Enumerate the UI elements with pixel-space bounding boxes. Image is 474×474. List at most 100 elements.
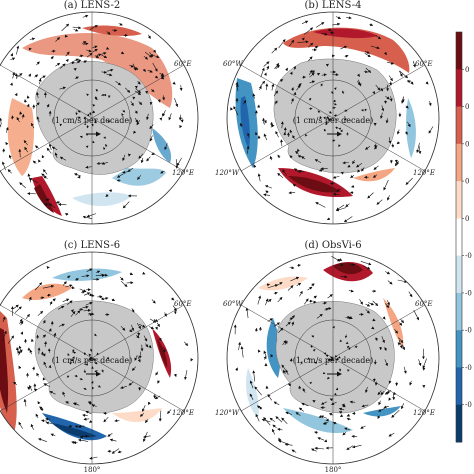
trend-vector xyxy=(133,130,137,134)
trend-vector xyxy=(45,421,53,425)
trend-vector xyxy=(312,399,316,403)
trend-vector xyxy=(347,164,351,168)
trend-vector xyxy=(354,345,358,348)
trend-vector xyxy=(42,377,46,381)
trend-vector xyxy=(138,101,143,106)
trend-vector xyxy=(351,434,358,438)
trend-vector xyxy=(335,16,342,19)
trend-vector xyxy=(332,192,340,196)
colorbar-tick-label: 0 xyxy=(465,103,469,111)
trend-vector xyxy=(42,319,46,324)
trend-vector xyxy=(281,364,286,370)
trend-vector xyxy=(79,135,83,139)
trend-vector xyxy=(344,54,349,58)
label-60w: 60°W xyxy=(223,60,243,68)
trend-vector xyxy=(367,192,374,199)
trend-vector xyxy=(143,435,151,439)
trend-vector xyxy=(373,165,379,170)
trend-vector xyxy=(135,88,141,93)
velocity-trend-vectors xyxy=(2,266,194,460)
velocity-trend-vectors xyxy=(233,255,427,453)
trend-vector xyxy=(338,407,345,411)
trend-vector xyxy=(383,405,389,409)
trend-vector xyxy=(38,438,48,442)
trend-vector xyxy=(65,401,70,405)
trend-vector xyxy=(36,61,40,66)
trend-vector xyxy=(143,431,148,442)
trend-vector xyxy=(271,428,275,435)
trend-vector xyxy=(148,345,152,349)
trend-vector xyxy=(365,309,370,314)
trend-vector xyxy=(53,332,57,338)
trend-vector xyxy=(301,37,305,41)
trend-vector xyxy=(92,110,95,113)
trend-vector xyxy=(69,362,72,365)
trend-vector xyxy=(83,387,87,391)
trend-vector xyxy=(142,405,146,412)
trend-vector xyxy=(318,415,322,418)
trend-vector xyxy=(101,54,108,58)
trend-vector xyxy=(323,421,329,425)
trend-vector xyxy=(59,123,63,127)
colorbar-segment xyxy=(456,404,462,443)
trend-vector xyxy=(329,30,335,34)
trend-vector xyxy=(304,133,308,137)
trend-vector xyxy=(74,76,79,80)
trend-vector xyxy=(76,60,81,64)
trend-vector xyxy=(34,282,43,291)
trend-vector xyxy=(285,411,293,415)
trend-vector xyxy=(142,68,147,72)
trend-vector xyxy=(62,298,70,302)
trend-vector xyxy=(0,117,3,125)
trend-vector xyxy=(407,79,411,83)
trend-vector xyxy=(79,54,84,58)
trend-vector xyxy=(89,456,98,460)
trend-vector xyxy=(57,305,65,310)
trend-vector xyxy=(267,393,272,401)
trend-vector xyxy=(49,301,53,306)
trend-vector xyxy=(335,354,338,358)
trend-vector xyxy=(326,115,330,119)
trend-vector xyxy=(55,200,61,204)
trend-vector xyxy=(156,322,160,328)
trend-vector xyxy=(384,359,388,367)
trend-vector xyxy=(153,319,159,322)
trend-vector xyxy=(127,167,134,172)
trend-vector xyxy=(309,72,315,78)
colorbar-segment xyxy=(456,69,462,108)
trend-vector xyxy=(408,291,413,298)
trend-vector xyxy=(409,80,414,85)
trend-vector xyxy=(86,49,92,53)
label-60e: 60°E xyxy=(174,60,192,68)
trend-vector xyxy=(344,109,348,112)
trend-vector xyxy=(383,51,387,55)
trend-vector xyxy=(79,288,87,293)
trend-vector xyxy=(65,284,73,288)
trend-vector xyxy=(385,95,390,100)
trend-vector xyxy=(109,438,117,442)
trend-vector xyxy=(249,393,254,400)
trend-vector xyxy=(398,337,404,344)
trend-vector xyxy=(325,418,329,422)
trend-vector xyxy=(327,28,332,31)
trend-vector xyxy=(77,110,81,113)
trend-vector xyxy=(407,121,411,128)
trend-vector xyxy=(85,165,92,169)
trend-vector xyxy=(73,67,77,71)
trend-vector xyxy=(155,371,159,376)
trend-vector xyxy=(116,173,124,178)
colorbar-tick-label: 0 xyxy=(465,215,469,223)
trend-vector xyxy=(265,298,269,306)
trend-vector xyxy=(279,79,284,83)
trend-vector xyxy=(120,51,125,55)
trend-vector xyxy=(297,148,300,152)
trend-vector xyxy=(171,297,175,301)
trend-vector xyxy=(154,326,158,330)
trend-vector xyxy=(111,448,120,454)
trend-vector xyxy=(385,303,390,309)
trend-vector xyxy=(271,83,275,91)
trend-vector xyxy=(243,100,247,105)
trend-vector xyxy=(388,397,392,401)
trend-vector xyxy=(298,407,304,412)
trend-vector xyxy=(96,352,100,356)
